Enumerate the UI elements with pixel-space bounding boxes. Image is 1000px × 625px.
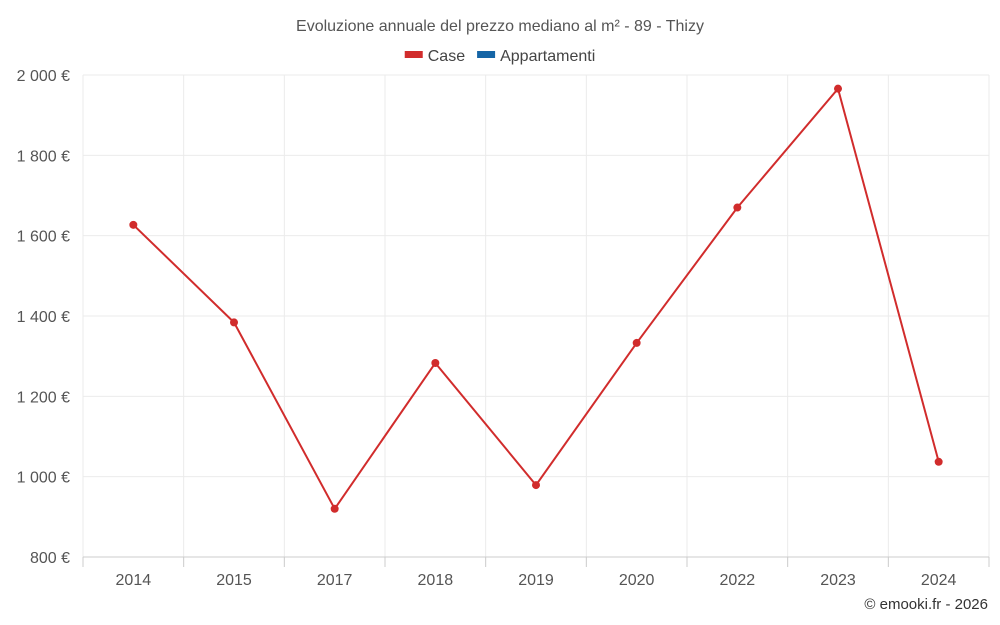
x-tick-label: 2018 [418,572,454,589]
chart-title: Evoluzione annuale del prezzo mediano al… [296,18,704,35]
legend-swatch-0 [404,51,423,58]
data-point [330,504,339,513]
data-point [431,358,440,367]
series-layer [129,84,943,513]
data-point [129,220,138,229]
data-point [834,84,842,93]
y-tick-label: 1 800 € [17,148,70,165]
x-tick-label: 2024 [921,572,957,589]
x-tick-label: 2017 [317,572,353,589]
y-tick-label: 800 € [30,550,70,567]
x-tick-label: 2022 [720,572,756,589]
legend-label-0: Case [428,48,465,65]
axes: 800 € 1 000 € 1 200 € 1 400 € 1 600 € 1 800 €… [17,68,990,589]
data-point [230,318,238,327]
y-tick-label: 1 000 € [17,470,70,487]
y-tick-label: 1 600 € [17,229,70,246]
credit-text: © emooki.fr - 2026 [864,596,988,613]
grid [82,74,990,557]
x-tick-label: 2023 [820,572,856,589]
legend: Case Appartamenti [404,48,595,65]
x-tick-label: 2019 [518,572,554,589]
series-line-0 [132,86,940,511]
legend-label-1: Appartamenti [500,48,595,65]
y-tick-label: 2 000 € [17,68,70,85]
x-tick-label: 2020 [619,572,655,589]
data-point [934,457,943,466]
data-point [733,203,742,212]
data-point [632,338,641,347]
y-tick-label: 1 400 € [17,309,70,326]
legend-swatch-1 [477,51,496,58]
x-tick-label: 2015 [216,572,252,589]
x-tick-label: 2014 [116,572,152,589]
data-point [532,481,540,490]
y-tick-label: 1 200 € [17,389,70,406]
